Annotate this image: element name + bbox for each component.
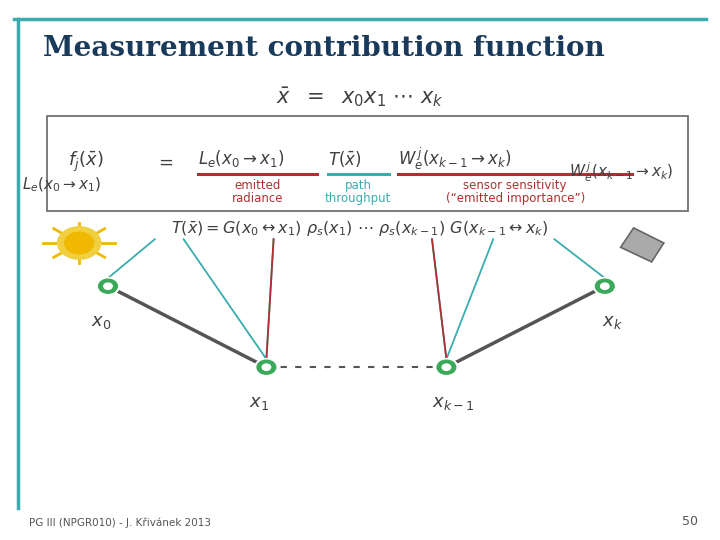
Text: $x_0$: $x_0$ bbox=[91, 313, 111, 331]
Text: sensor sensitivity: sensor sensitivity bbox=[464, 179, 567, 192]
Circle shape bbox=[99, 279, 117, 293]
Text: $W_e^{\,j}(x_{k-1}{\to}x_k)$: $W_e^{\,j}(x_{k-1}{\to}x_k)$ bbox=[569, 160, 673, 184]
Circle shape bbox=[65, 232, 94, 254]
Circle shape bbox=[442, 364, 451, 370]
Text: $f_j(\bar{x})$: $f_j(\bar{x})$ bbox=[68, 150, 104, 174]
Text: throughput: throughput bbox=[325, 192, 392, 205]
Text: $L_e(x_0{\to}x_1)$: $L_e(x_0{\to}x_1)$ bbox=[22, 176, 101, 194]
Text: $x_{k-1}$: $x_{k-1}$ bbox=[432, 394, 475, 412]
Circle shape bbox=[255, 359, 278, 376]
Text: path: path bbox=[345, 179, 372, 192]
Text: Measurement contribution function: Measurement contribution function bbox=[43, 35, 605, 62]
Text: $W_e^{\,j}(x_{k-1}{\to}x_k)$: $W_e^{\,j}(x_{k-1}{\to}x_k)$ bbox=[398, 146, 512, 172]
Text: $=$: $=$ bbox=[155, 153, 174, 171]
Text: $x_k$: $x_k$ bbox=[602, 313, 622, 331]
Text: radiance: radiance bbox=[232, 192, 283, 205]
Circle shape bbox=[104, 283, 112, 289]
Circle shape bbox=[593, 278, 616, 295]
Circle shape bbox=[600, 283, 609, 289]
Text: $L_e(x_0{\to}x_1)$: $L_e(x_0{\to}x_1)$ bbox=[198, 148, 284, 169]
Text: (“emitted importance”): (“emitted importance”) bbox=[446, 192, 585, 205]
Text: PG III (NPGR010) - J. Křivánek 2013: PG III (NPGR010) - J. Křivánek 2013 bbox=[29, 518, 211, 528]
Text: $T(\bar{x})$: $T(\bar{x})$ bbox=[328, 148, 361, 169]
Circle shape bbox=[595, 279, 614, 293]
FancyBboxPatch shape bbox=[47, 116, 688, 211]
Circle shape bbox=[58, 227, 101, 259]
Text: 50: 50 bbox=[683, 515, 698, 528]
Text: $x_1$: $x_1$ bbox=[249, 394, 269, 412]
Circle shape bbox=[437, 360, 456, 374]
Text: $\bar{x}\ \ =\ \ x_0 x_1\ \cdots\ x_k$: $\bar{x}\ \ =\ \ x_0 x_1\ \cdots\ x_k$ bbox=[276, 85, 444, 109]
Circle shape bbox=[435, 359, 458, 376]
Polygon shape bbox=[621, 228, 664, 262]
Circle shape bbox=[96, 278, 120, 295]
Text: $T(\bar{x}) = G(x_0{\leftrightarrow}x_1)\ \rho_s(x_1)\ \cdots\ \rho_s(x_{k-1})\ : $T(\bar{x}) = G(x_0{\leftrightarrow}x_1)… bbox=[171, 220, 549, 239]
Circle shape bbox=[262, 364, 271, 370]
Text: emitted: emitted bbox=[234, 179, 281, 192]
Circle shape bbox=[257, 360, 276, 374]
